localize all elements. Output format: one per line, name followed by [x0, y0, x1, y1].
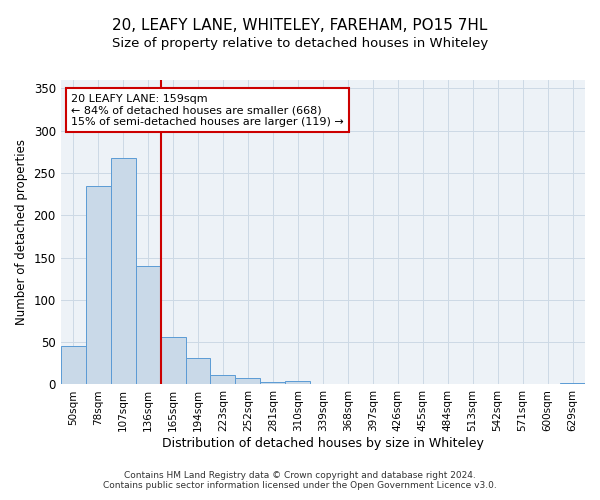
Bar: [86, 186, 110, 384]
X-axis label: Distribution of detached houses by size in Whiteley: Distribution of detached houses by size …: [162, 437, 484, 450]
Bar: [185, 358, 211, 384]
Bar: [61, 346, 86, 385]
Y-axis label: Number of detached properties: Number of detached properties: [15, 139, 28, 325]
Text: Contains HM Land Registry data © Crown copyright and database right 2024.
Contai: Contains HM Land Registry data © Crown c…: [103, 470, 497, 490]
Text: Size of property relative to detached houses in Whiteley: Size of property relative to detached ho…: [112, 38, 488, 51]
Bar: [211, 375, 235, 384]
Bar: [136, 266, 161, 384]
Bar: [110, 158, 136, 384]
Bar: [560, 383, 585, 384]
Bar: [260, 382, 286, 384]
Text: 20 LEAFY LANE: 159sqm
← 84% of detached houses are smaller (668)
15% of semi-det: 20 LEAFY LANE: 159sqm ← 84% of detached …: [71, 94, 344, 127]
Bar: [161, 337, 185, 384]
Text: 20, LEAFY LANE, WHITELEY, FAREHAM, PO15 7HL: 20, LEAFY LANE, WHITELEY, FAREHAM, PO15 …: [112, 18, 488, 32]
Bar: [286, 381, 310, 384]
Bar: [235, 378, 260, 384]
